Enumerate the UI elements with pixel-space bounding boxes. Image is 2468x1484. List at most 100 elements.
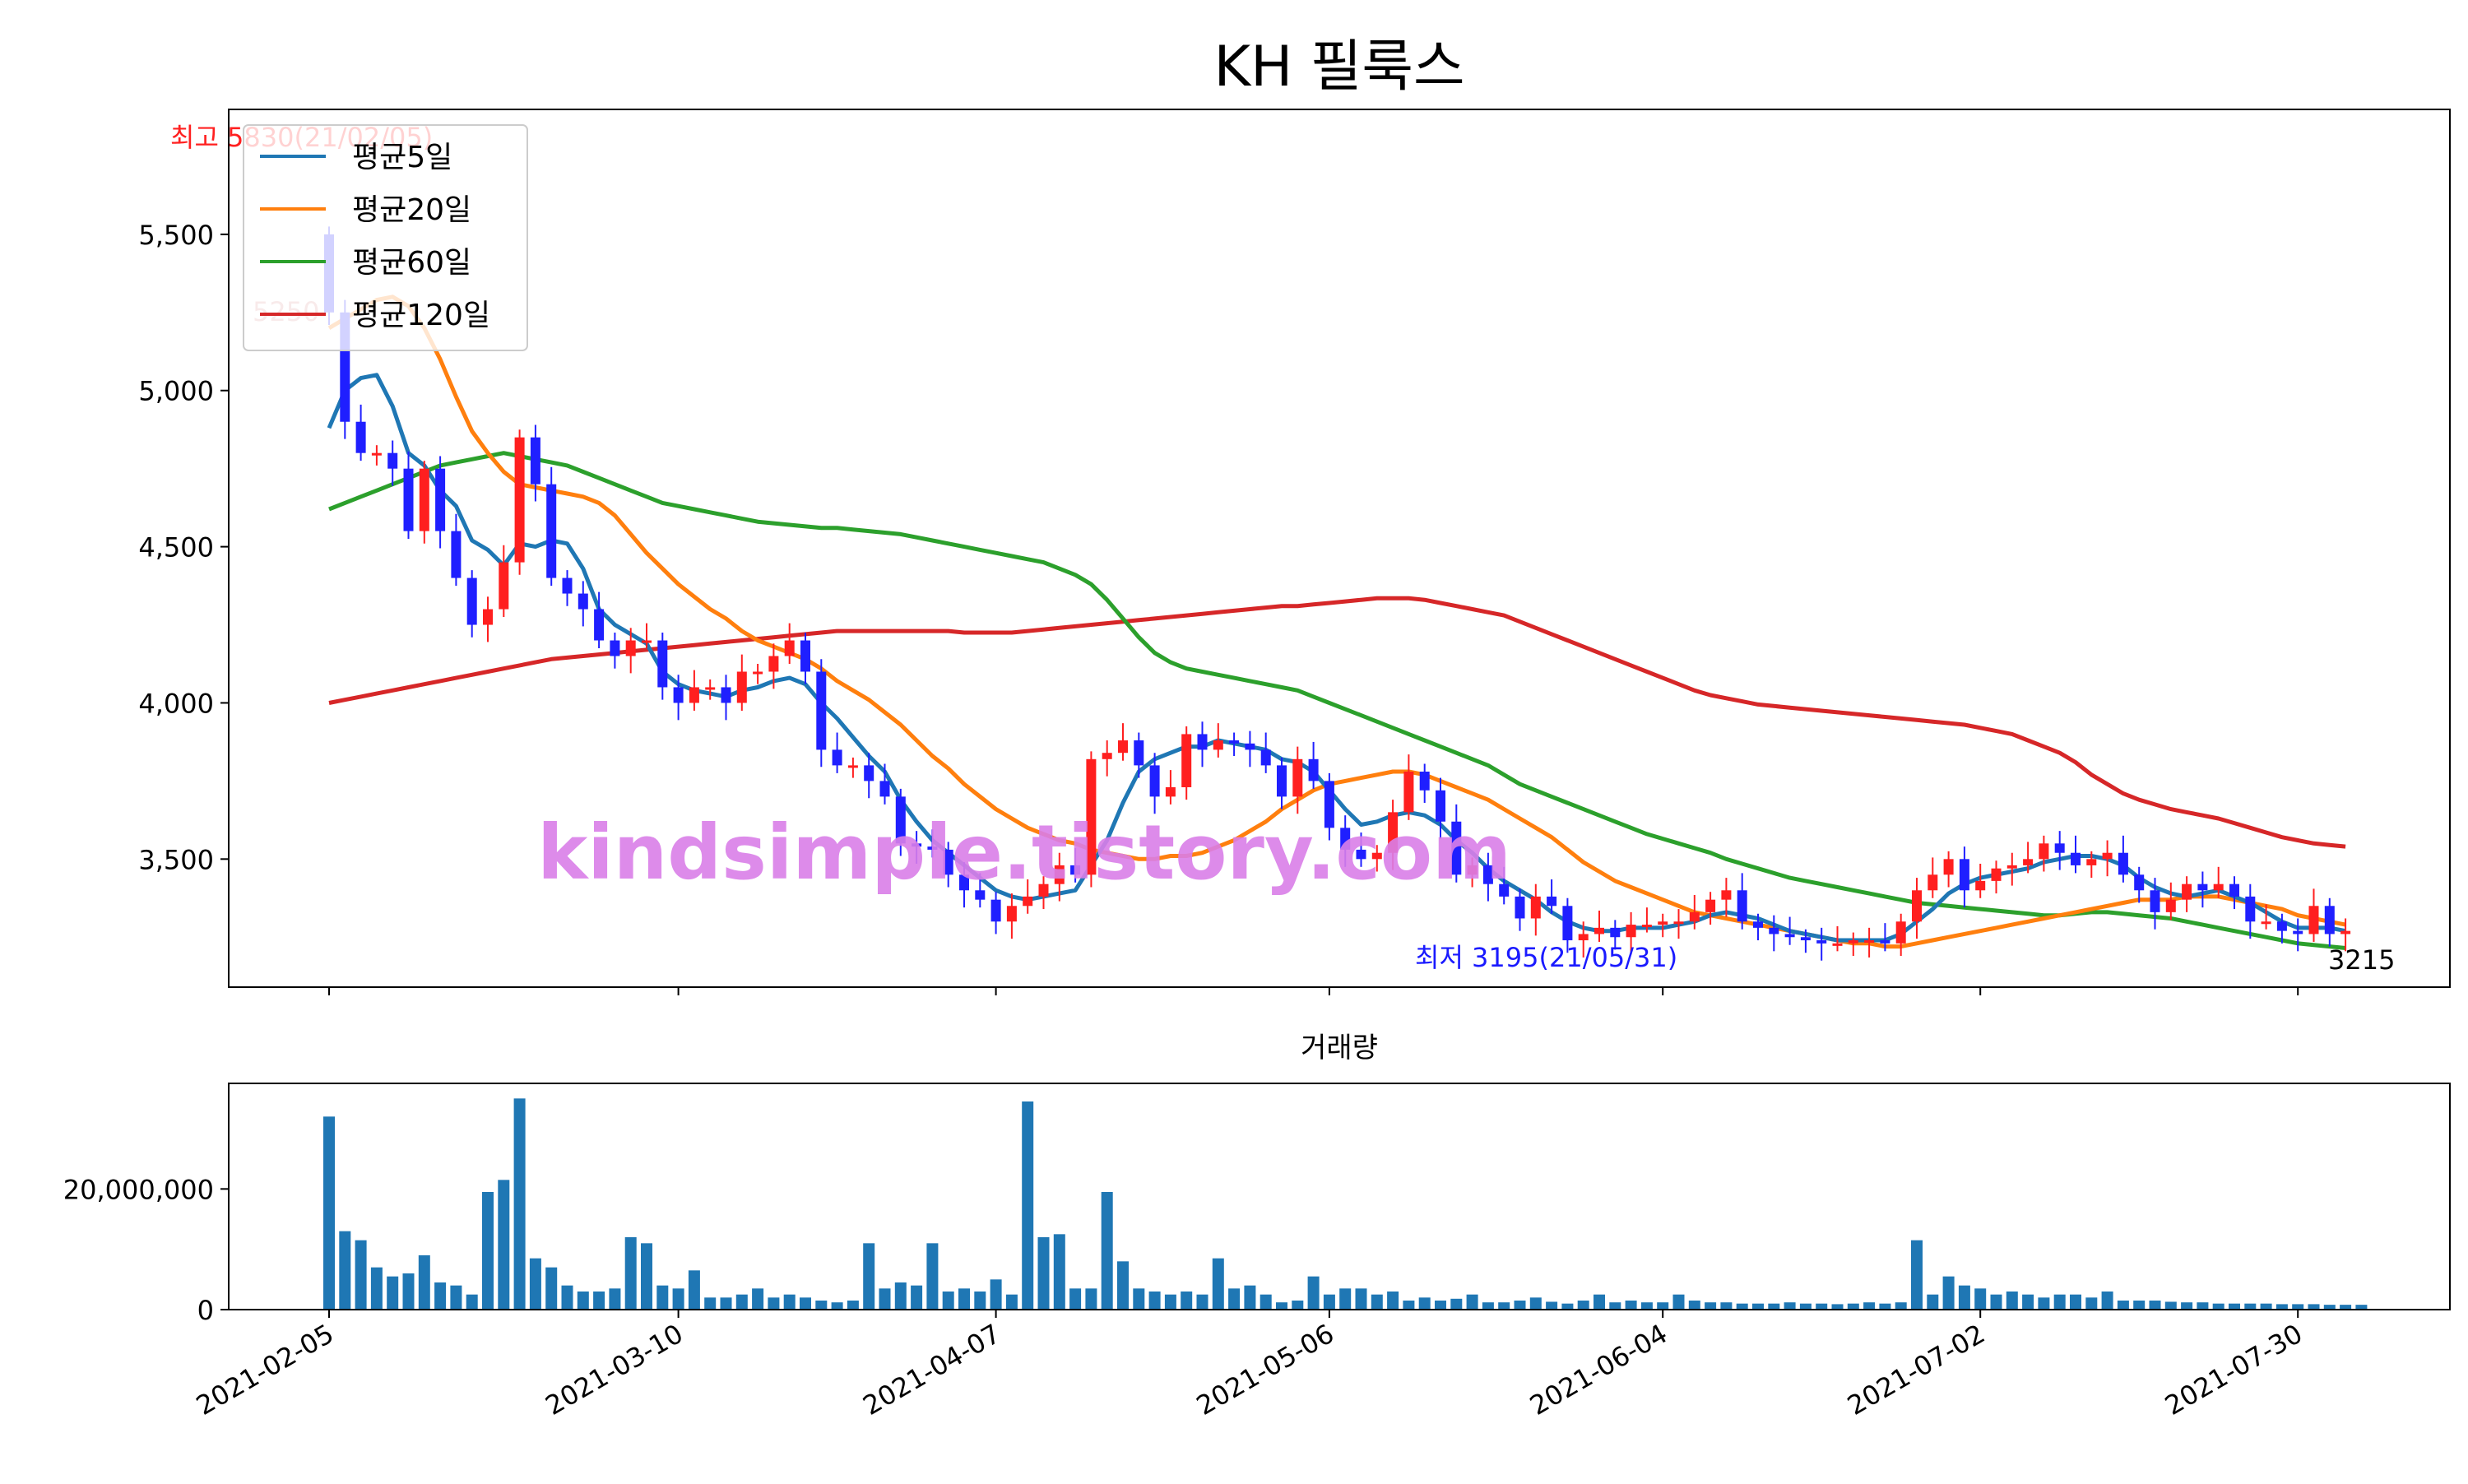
candle: [2293, 930, 2303, 934]
candle: [1340, 828, 1351, 850]
volume-bar: [863, 1243, 875, 1310]
last-close-annotation: 3215: [2328, 944, 2395, 976]
volume-bar: [2085, 1297, 2098, 1310]
price-plot-frame: [228, 109, 2451, 988]
volume-bar: [355, 1240, 367, 1310]
candle: [657, 640, 668, 688]
volume-bar: [958, 1288, 970, 1310]
volume-bar: [1736, 1303, 1748, 1310]
volume-bar: [720, 1297, 732, 1310]
volume-bar: [323, 1116, 335, 1310]
volume-bar: [1974, 1288, 1987, 1310]
candle: [546, 484, 557, 578]
candle: [2197, 883, 2208, 891]
candle: [1864, 940, 1875, 944]
volume-bar: [1657, 1302, 1669, 1310]
candle: [1530, 896, 1541, 919]
candle: [1895, 921, 1906, 944]
volume-bar: [1085, 1288, 1097, 1310]
candle: [1816, 940, 1827, 944]
volume-bar: [735, 1294, 748, 1310]
candle: [1689, 911, 1700, 922]
volume-bar: [624, 1237, 637, 1310]
volume-bar: [879, 1288, 891, 1310]
volume-bar: [1784, 1302, 1796, 1310]
volume-bar: [783, 1294, 796, 1310]
volume-bar: [656, 1285, 669, 1310]
legend-box: [243, 124, 528, 351]
volume-bar: [752, 1288, 764, 1310]
candle: [1006, 906, 1017, 922]
candle: [1943, 859, 1954, 875]
volume-bar: [450, 1285, 462, 1310]
volume-bar: [1164, 1294, 1176, 1310]
candle: [1324, 781, 1334, 828]
volume-bar: [1514, 1301, 1526, 1310]
volume-bar: [1546, 1301, 1558, 1310]
volume-bar: [1339, 1288, 1352, 1310]
candle: [530, 437, 540, 485]
volume-bar: [1958, 1285, 1970, 1310]
volume-bar: [1148, 1292, 1161, 1310]
candle: [2039, 843, 2049, 860]
volume-bar: [672, 1288, 684, 1310]
legend-label-ma5: 평균5일: [352, 141, 452, 174]
price-y-tick-label: 5,000: [138, 376, 214, 407]
volume-bar: [1403, 1301, 1415, 1310]
volume-bar: [1609, 1302, 1621, 1310]
volume-bar: [1371, 1294, 1383, 1310]
volume-bar: [577, 1292, 589, 1310]
candle: [2229, 883, 2239, 897]
volume-bar: [2101, 1292, 2113, 1310]
candle: [1959, 859, 1969, 891]
volume-bar: [2229, 1303, 2240, 1310]
volume-bar: [2340, 1305, 2352, 1310]
candle: [1118, 740, 1128, 754]
candle: [1673, 921, 1684, 925]
candle: [1102, 753, 1112, 759]
watermark-text: kindsimple.tistory.com: [537, 809, 1511, 897]
volume-bar: [641, 1243, 652, 1310]
volume-bar: [2117, 1301, 2129, 1310]
volume-bar: [2308, 1304, 2320, 1310]
volume-bar: [1101, 1192, 1113, 1310]
candle: [2118, 852, 2128, 875]
candle: [721, 687, 731, 703]
candle: [610, 640, 620, 656]
candle: [1721, 890, 1732, 900]
volume-bar: [688, 1270, 700, 1310]
volume-bar: [2070, 1294, 2081, 1310]
volume-bar: [1133, 1288, 1145, 1310]
candle: [1848, 940, 1858, 944]
volume-bar: [1212, 1258, 1224, 1310]
volume-bar: [2244, 1303, 2257, 1310]
candle: [1467, 865, 1478, 875]
candle: [578, 593, 588, 610]
candle: [705, 687, 716, 690]
price-y-tick-label: 5,500: [138, 220, 214, 251]
candle: [1594, 927, 1604, 934]
volume-bar: [1005, 1294, 1018, 1310]
volume-bar: [1355, 1288, 1367, 1310]
candle: [594, 609, 605, 641]
candle: [2308, 906, 2319, 934]
volume-bar: [1799, 1303, 1812, 1310]
price-y-tick-label: 3,500: [138, 844, 214, 875]
volume-bar: [1561, 1303, 1574, 1310]
candle: [927, 846, 938, 850]
ma60-line: [328, 451, 2346, 950]
candle: [2054, 843, 2065, 853]
candle: [2213, 883, 2224, 891]
candle: [1800, 937, 1811, 941]
candle: [879, 781, 890, 797]
candle: [975, 890, 986, 900]
volume-bar: [2197, 1302, 2209, 1310]
candle: [2261, 921, 2271, 925]
candle: [1245, 743, 1255, 750]
low-price-annotation: 최저 3195(21/05/31): [1415, 942, 1677, 973]
volume-bar: [1705, 1302, 1717, 1310]
volume-bar: [1816, 1303, 1828, 1310]
volume-bar: [974, 1292, 986, 1310]
ma20-line: [327, 294, 2346, 949]
